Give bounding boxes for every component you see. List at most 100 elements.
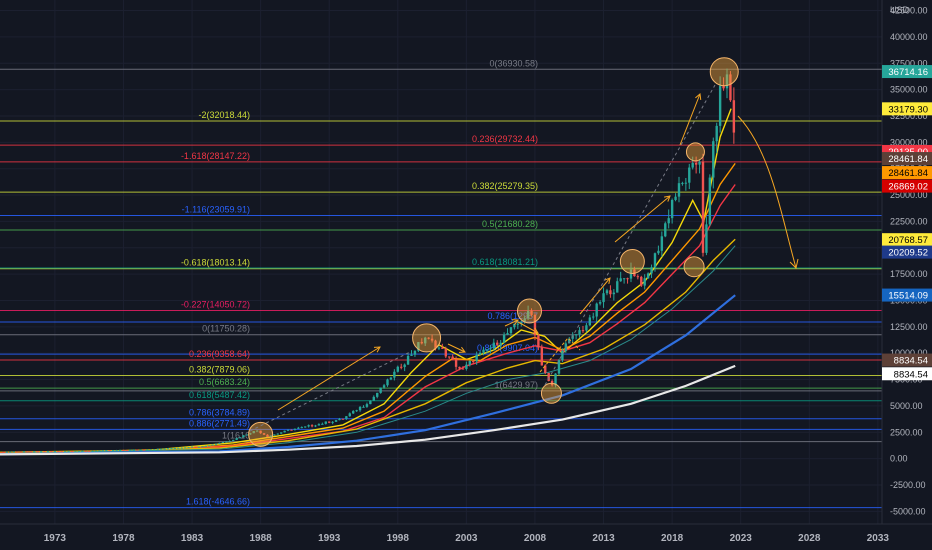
candle-body	[142, 449, 146, 451]
candle-body	[396, 366, 399, 372]
candle-body	[84, 450, 87, 452]
candle-body	[660, 236, 664, 251]
candle-body	[317, 424, 321, 426]
x-tick-label: 2033	[867, 533, 890, 544]
candle-body	[492, 342, 496, 349]
candles	[2, 68, 736, 453]
candle-body	[33, 451, 36, 453]
candle-body	[732, 100, 736, 133]
annotation-arrow	[679, 93, 701, 146]
candle-body	[122, 449, 125, 451]
candle-body	[427, 337, 430, 339]
candle-body	[581, 330, 585, 332]
candle-body	[609, 290, 612, 295]
candle-body	[430, 338, 434, 341]
annotation-arrow	[447, 343, 466, 353]
currency-label: USD	[890, 5, 910, 15]
candle-body	[574, 334, 578, 336]
fib-level-label: -2(32018.44)	[198, 110, 250, 120]
x-tick-label: 1988	[249, 533, 272, 544]
candle-body	[139, 449, 142, 451]
candle-body	[183, 447, 187, 449]
candle-body	[691, 162, 694, 168]
candle-body	[173, 448, 177, 450]
candle-body	[595, 303, 598, 317]
candle-body	[105, 450, 108, 452]
annotation-arrow	[277, 346, 381, 411]
candle-body	[694, 162, 698, 165]
candle-body	[386, 379, 389, 386]
candle-body	[605, 290, 609, 294]
candle-body	[321, 423, 324, 425]
candle-body	[57, 451, 60, 453]
fib-level-label: -0.618(18013.14)	[181, 258, 250, 268]
candle-body	[502, 334, 506, 343]
candle-body	[269, 435, 273, 438]
candle-body	[526, 310, 530, 319]
series-line-ma-gold	[0, 238, 736, 455]
series	[0, 108, 736, 456]
candle-body	[557, 360, 561, 374]
fib-level-label: 0(36930.58)	[489, 58, 538, 68]
candle-body	[87, 450, 91, 452]
price-tag	[882, 65, 932, 79]
price-tag-label: 26869.02	[888, 182, 928, 193]
candle-body	[118, 449, 122, 451]
candle-body	[63, 451, 67, 453]
time-axis[interactable]: 1973 1978 1983 1988 1993 1998 2003 2008 2013 2018…	[44, 533, 890, 544]
candle-body	[369, 400, 372, 405]
candle-body	[410, 354, 413, 356]
candle-body	[156, 448, 159, 450]
candle-body	[355, 410, 358, 412]
candle-body	[561, 350, 564, 361]
price-tag-label: 8834.54	[894, 369, 928, 380]
candle-body	[406, 355, 410, 365]
candle-body	[461, 368, 465, 370]
price-tag-label: 33179.30	[888, 104, 928, 115]
candle-body	[629, 269, 633, 279]
candle-body	[482, 349, 485, 353]
x-tick-label: 1983	[181, 533, 204, 544]
annotations	[248, 57, 799, 447]
fib-level-label: -1.618(28147.22)	[181, 151, 250, 161]
x-tick-label: 1998	[387, 533, 410, 544]
price-tag	[882, 245, 932, 259]
candle-body	[345, 416, 348, 419]
candle-body	[115, 450, 118, 452]
highlight-circle	[516, 298, 542, 324]
fib-level-label: 0(11750.28)	[202, 324, 250, 334]
highlight-circle	[683, 256, 705, 278]
y-tick-label: -5000.00	[890, 506, 926, 516]
candle-body	[245, 434, 249, 436]
candle-body	[698, 161, 701, 165]
projection-arrowhead	[789, 258, 799, 269]
x-tick-label: 2003	[455, 533, 478, 544]
candle-body	[403, 364, 406, 368]
candle-body	[149, 449, 153, 451]
candle-body	[328, 421, 331, 423]
candle-body	[218, 442, 221, 444]
price-tag	[882, 152, 932, 166]
candle-body	[616, 281, 619, 293]
candle-body	[520, 322, 523, 324]
price-tag-label: 15514.09	[888, 291, 928, 302]
fib-level-label: 1.618(-4646.66)	[186, 497, 250, 507]
x-tick-label: 2023	[730, 533, 753, 544]
fib-level-label: 1(1616	[222, 431, 250, 441]
candle-body	[715, 125, 718, 142]
candle-body	[619, 278, 622, 282]
candle-body	[262, 433, 266, 435]
candle-body	[475, 354, 478, 362]
candle-body	[26, 451, 29, 453]
price-tag	[882, 102, 932, 116]
fib-level-label: 0.886(2771.49)	[189, 418, 250, 428]
annotation-arrowhead	[695, 93, 702, 101]
candle-body	[331, 421, 334, 423]
price-tags: 36714.1633179.3029135.0028461.8428461.84…	[882, 65, 932, 381]
candle-body	[718, 85, 722, 126]
candle-body	[70, 451, 74, 453]
candle-body	[249, 433, 252, 435]
annotation-arrowhead	[511, 319, 519, 326]
candle-body	[338, 418, 341, 421]
